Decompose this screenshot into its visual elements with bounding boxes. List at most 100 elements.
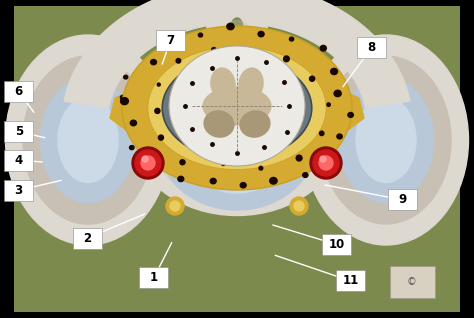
Ellipse shape	[198, 33, 202, 37]
Ellipse shape	[212, 47, 216, 52]
Polygon shape	[110, 88, 168, 133]
Text: 7: 7	[166, 34, 174, 47]
Ellipse shape	[319, 131, 324, 135]
FancyBboxPatch shape	[357, 37, 386, 58]
Ellipse shape	[303, 35, 468, 245]
Circle shape	[132, 147, 164, 179]
Circle shape	[319, 156, 333, 170]
FancyBboxPatch shape	[336, 271, 365, 292]
Ellipse shape	[283, 56, 289, 62]
Text: 11: 11	[342, 274, 359, 287]
Ellipse shape	[210, 5, 264, 80]
Polygon shape	[64, 0, 410, 107]
FancyBboxPatch shape	[139, 267, 168, 288]
Bar	[390, 266, 435, 298]
Text: 3: 3	[15, 184, 23, 197]
Circle shape	[320, 156, 326, 162]
FancyBboxPatch shape	[4, 180, 33, 201]
Text: 9: 9	[399, 193, 407, 206]
Ellipse shape	[303, 173, 308, 177]
Ellipse shape	[227, 23, 234, 30]
Ellipse shape	[158, 135, 164, 140]
Ellipse shape	[337, 134, 342, 139]
Ellipse shape	[207, 11, 237, 55]
FancyBboxPatch shape	[156, 31, 185, 52]
Ellipse shape	[240, 111, 270, 137]
Circle shape	[141, 156, 155, 170]
Ellipse shape	[258, 31, 264, 37]
Text: 8: 8	[368, 41, 376, 54]
Ellipse shape	[151, 59, 156, 65]
Ellipse shape	[203, 87, 271, 125]
Ellipse shape	[231, 18, 243, 38]
Circle shape	[166, 197, 184, 215]
Ellipse shape	[58, 98, 118, 183]
Ellipse shape	[180, 160, 185, 165]
Ellipse shape	[122, 26, 352, 190]
Ellipse shape	[176, 59, 181, 63]
Circle shape	[135, 150, 161, 176]
Ellipse shape	[162, 57, 312, 159]
Ellipse shape	[217, 20, 257, 75]
Ellipse shape	[270, 177, 277, 184]
Text: 4: 4	[15, 154, 23, 167]
Ellipse shape	[240, 183, 246, 188]
Ellipse shape	[237, 11, 267, 55]
FancyBboxPatch shape	[322, 234, 351, 255]
Ellipse shape	[348, 113, 354, 117]
Ellipse shape	[338, 78, 434, 203]
Text: 5: 5	[15, 125, 23, 138]
Ellipse shape	[210, 178, 216, 184]
Ellipse shape	[296, 155, 302, 161]
FancyBboxPatch shape	[4, 150, 33, 171]
Polygon shape	[306, 88, 364, 133]
Ellipse shape	[334, 90, 341, 97]
Circle shape	[170, 201, 180, 211]
Circle shape	[310, 147, 342, 179]
Ellipse shape	[129, 146, 134, 150]
Ellipse shape	[170, 43, 178, 50]
Ellipse shape	[155, 108, 160, 114]
Ellipse shape	[23, 56, 153, 224]
Ellipse shape	[120, 98, 128, 105]
Text: 6: 6	[15, 85, 23, 98]
Ellipse shape	[6, 35, 171, 245]
Ellipse shape	[248, 48, 254, 54]
Ellipse shape	[327, 103, 330, 106]
Ellipse shape	[321, 56, 451, 224]
FancyBboxPatch shape	[388, 190, 417, 211]
Ellipse shape	[40, 78, 136, 203]
Text: 1: 1	[150, 271, 158, 284]
Ellipse shape	[124, 75, 128, 79]
Ellipse shape	[187, 103, 287, 193]
Text: 2: 2	[83, 232, 91, 245]
Circle shape	[313, 150, 339, 176]
Ellipse shape	[130, 120, 137, 126]
Circle shape	[294, 201, 304, 211]
Ellipse shape	[290, 37, 294, 41]
Ellipse shape	[148, 46, 326, 169]
Ellipse shape	[157, 83, 160, 86]
Ellipse shape	[221, 162, 225, 165]
Ellipse shape	[259, 166, 263, 170]
FancyBboxPatch shape	[4, 81, 33, 102]
Ellipse shape	[132, 51, 342, 216]
Ellipse shape	[320, 45, 327, 51]
Circle shape	[142, 156, 148, 162]
Ellipse shape	[331, 68, 337, 74]
Ellipse shape	[159, 80, 315, 210]
Ellipse shape	[356, 98, 416, 183]
Ellipse shape	[169, 46, 305, 166]
FancyBboxPatch shape	[73, 228, 102, 249]
Ellipse shape	[204, 111, 234, 137]
Ellipse shape	[178, 176, 184, 182]
Text: 10: 10	[328, 238, 345, 251]
Ellipse shape	[239, 68, 263, 100]
FancyBboxPatch shape	[4, 121, 33, 142]
Circle shape	[290, 197, 308, 215]
Ellipse shape	[323, 155, 328, 159]
Ellipse shape	[154, 160, 161, 167]
Ellipse shape	[310, 76, 315, 81]
Text: ©: ©	[407, 277, 417, 287]
Ellipse shape	[211, 68, 235, 100]
